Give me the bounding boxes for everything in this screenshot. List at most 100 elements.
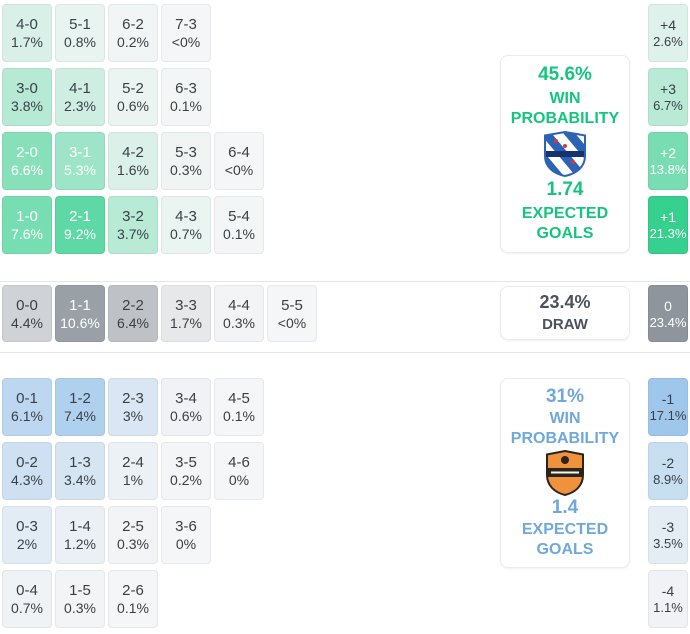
home-team-logo (543, 130, 587, 177)
scoreline-probability: 0.6% (117, 98, 149, 114)
scoreline-probability: 8.9% (653, 472, 683, 487)
scoreline-label: 3-4 (175, 390, 197, 407)
away-expected-goals: 1.4 (551, 497, 579, 518)
scoreline-label: 2-3 (122, 390, 144, 407)
scoreline-label: 6-3 (175, 80, 197, 97)
scoreline-probability: 0% (175, 536, 197, 552)
home-win-probability-label: WIN PROBABILITY (510, 89, 620, 127)
home-win-panel: 45.6% WIN PROBABILITY (500, 55, 630, 253)
scoreline-label: 0 (664, 297, 672, 314)
score-cell-0-0: 0-0 4.4% (2, 285, 52, 342)
scoreline-probability: 0.3% (64, 600, 96, 616)
scoreline-probability: 3.5% (653, 536, 683, 551)
scoreline-label: +1 (660, 209, 676, 225)
scoreline-label: +4 (660, 17, 676, 33)
score-cell-1-2: 1-2 7.4% (55, 378, 105, 436)
scoreline-probability: 0.3% (223, 314, 255, 331)
margin-cell--1: -1 17.1% (648, 378, 688, 436)
scoreline-label: 2-2 (122, 296, 144, 314)
scoreline-probability: 0.1% (170, 98, 202, 114)
score-cell-0-3: 0-3 2% (2, 506, 52, 564)
scoreline-probability: 7.6% (11, 226, 43, 242)
score-cell-1-5: 1-5 0.3% (55, 570, 105, 628)
draw-panel: 23.4% DRAW (500, 286, 630, 340)
margin-cell-+2: +2 13.8% (648, 132, 688, 190)
scoreline-probability: 21.3% (649, 226, 687, 241)
scoreline-probability: 4.4% (11, 314, 43, 331)
score-cell-4-2: 4-2 1.6% (108, 132, 158, 190)
scoreline-label: +2 (660, 145, 676, 161)
scoreline-probability: 0.1% (223, 408, 255, 424)
scoreline-label: 5-1 (69, 16, 91, 33)
score-cell-6-3: 6-3 0.1% (161, 68, 211, 126)
scoreline-probability: 17.1% (649, 408, 687, 423)
draw-margin-column: 0 23.4% (648, 285, 688, 342)
scoreline-probability: 0.8% (64, 34, 96, 50)
score-cell-4-3: 4-3 0.7% (161, 196, 211, 254)
scoreline-label: 4-0 (16, 16, 38, 33)
scoreline-label: 3-5 (175, 454, 197, 471)
scoreline-label: 5-4 (228, 208, 250, 225)
scoreline-probability: <0% (171, 34, 201, 50)
score-cell-6-2: 6-2 0.2% (108, 4, 158, 62)
scoreline-probability: 3.8% (11, 98, 43, 114)
draw-label: DRAW (542, 315, 588, 333)
score-cell-4-6: 4-6 0% (214, 442, 264, 500)
scoreline-probability: 3.7% (117, 226, 149, 242)
score-cell-5-3: 5-3 0.3% (161, 132, 211, 190)
margin-cell-+1: +1 21.3% (648, 196, 688, 254)
section-divider (0, 281, 690, 282)
scoreline-probability: 6.7% (653, 98, 683, 113)
score-cell-5-1: 5-1 0.8% (55, 4, 105, 62)
score-cell-2-6: 2-6 0.1% (108, 570, 158, 628)
scoreline-label: 1-1 (69, 296, 91, 314)
margin-cell--3: -3 3.5% (648, 506, 688, 564)
scoreline-probability: 2% (16, 536, 38, 552)
home-win-probability: 45.6% (538, 64, 592, 86)
scoreline-label: 6-2 (122, 16, 144, 33)
scoreline-label: 2-0 (16, 144, 38, 161)
scoreline-label: 4-5 (228, 390, 250, 407)
scoreline-label: 1-0 (16, 208, 38, 225)
scoreline-probability: 2.3% (64, 98, 96, 114)
scoreline-probability: 0.1% (223, 226, 255, 242)
score-cell-5-5: 5-5 <0% (267, 285, 317, 342)
scoreline-label: 0-0 (16, 296, 38, 314)
scoreline-label: -4 (661, 583, 675, 599)
scoreline-probability: 1% (122, 472, 144, 488)
scoreline-probability: 6.1% (11, 408, 43, 424)
scoreline-probability: 6.4% (117, 314, 149, 331)
home-score-grid: 4-0 1.7% 5-1 0.8% 6-2 0.2% 7-3 <0% 3-0 3.8% 4-1 2.3… (2, 4, 317, 254)
score-cell-2-2: 2-2 6.4% (108, 285, 158, 342)
scoreline-label: 0-3 (16, 518, 38, 535)
scoreline-probability: 3% (122, 408, 144, 424)
score-cell-6-4: 6-4 <0% (214, 132, 264, 190)
draw-score-grid: 0-0 4.4% 1-1 10.6% 2-2 6.4% 3-3 1.7% 4-4 0.3% 5-5 <… (2, 285, 317, 342)
scoreline-label: 0-2 (16, 454, 38, 471)
margin-cell-+4: +4 2.6% (648, 4, 688, 62)
score-cell-2-4: 2-4 1% (108, 442, 158, 500)
scoreline-label: 0-4 (16, 582, 38, 599)
score-cell-4-0: 4-0 1.7% (2, 4, 52, 62)
scoreline-label: -3 (661, 519, 675, 535)
score-cell-3-2: 3-2 3.7% (108, 196, 158, 254)
home-expected-goals: 1.74 (546, 179, 584, 201)
score-cell-0-4: 0-4 0.7% (2, 570, 52, 628)
score-cell-3-4: 3-4 0.6% (161, 378, 211, 436)
scoreline-probability: <0% (224, 162, 254, 178)
score-cell-5-4: 5-4 0.1% (214, 196, 264, 254)
scoreline-probability: 0.1% (117, 600, 149, 616)
scoreline-label: 4-1 (69, 80, 91, 97)
score-cell-7-3: 7-3 <0% (161, 4, 211, 62)
margin-cell--4: -4 1.1% (648, 570, 688, 628)
scoreline-probability: 13.8% (649, 162, 687, 177)
scoreline-label: 6-4 (228, 144, 250, 161)
scoreline-label: 2-4 (122, 454, 144, 471)
score-cell-1-3: 1-3 3.4% (55, 442, 105, 500)
scoreline-probability: 0.3% (117, 536, 149, 552)
home-margin-column: +4 2.6% +3 6.7% +2 13.8% +1 21.3% (648, 4, 688, 254)
away-expected-goals-label: EXPECTED GOALS (521, 521, 609, 558)
scoreline-probability: 0.7% (11, 600, 43, 616)
score-cell-2-0: 2-0 6.6% (2, 132, 52, 190)
away-team-logo (545, 450, 585, 496)
